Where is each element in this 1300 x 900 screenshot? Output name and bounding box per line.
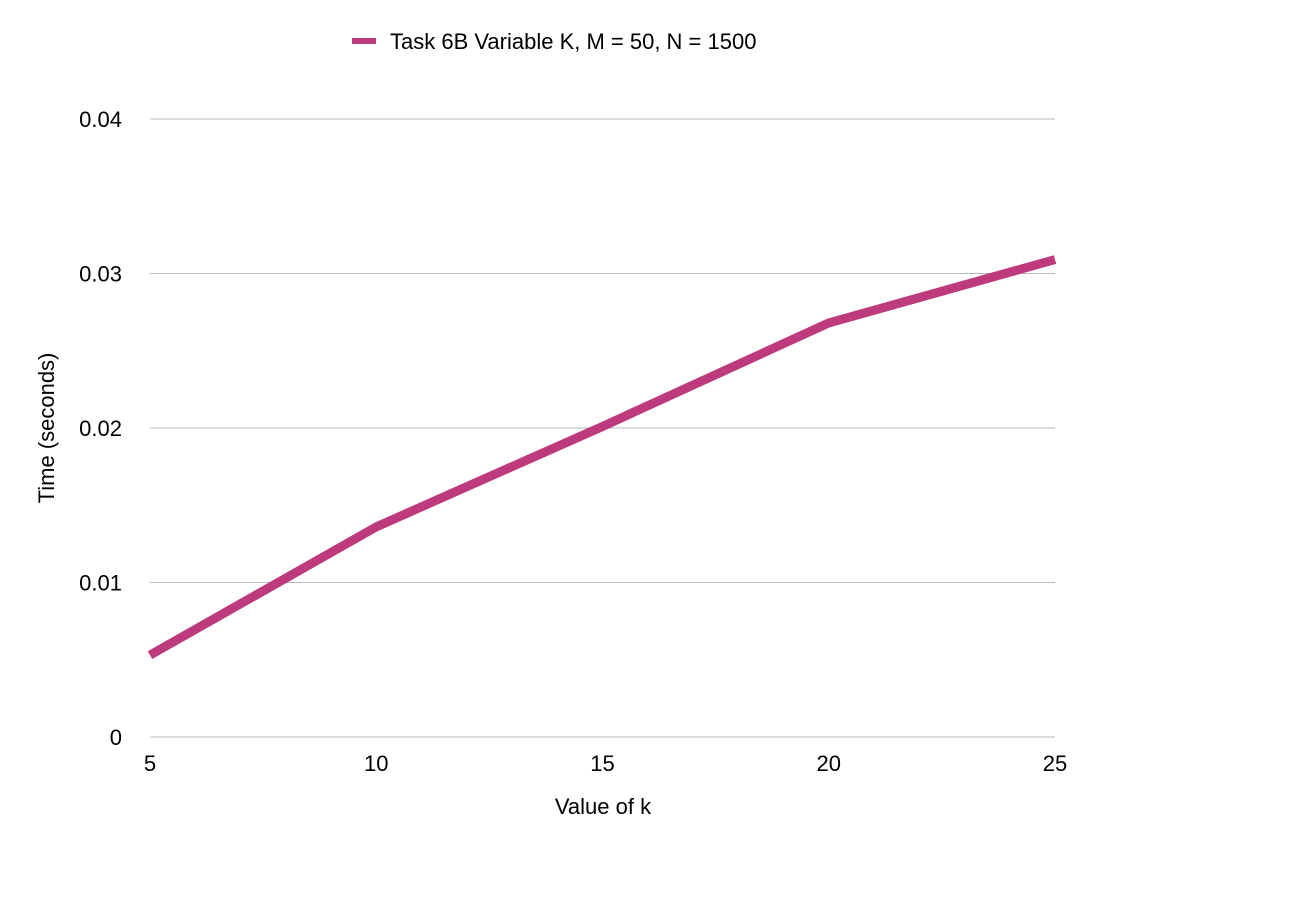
series-group [147, 255, 1057, 660]
x-tick-label: 25 [1043, 751, 1067, 776]
x-tick-label: 15 [590, 751, 614, 776]
y-tick-label: 0.03 [79, 262, 122, 287]
y-tick-label: 0 [110, 725, 122, 750]
y-axis-ticks: 0 0.01 0.02 0.03 0.04 [79, 107, 122, 750]
y-tick-label: 0.02 [79, 416, 122, 441]
x-tick-label: 20 [817, 751, 841, 776]
y-tick-label: 0.04 [79, 107, 122, 132]
legend-label: Task 6B Variable K, M = 50, N = 1500 [390, 29, 756, 54]
gridlines [150, 118, 1055, 738]
y-axis-label: Time (seconds) [34, 353, 59, 504]
legend: Task 6B Variable K, M = 50, N = 1500 [352, 29, 756, 54]
x-axis-ticks: 5 10 15 20 25 [144, 751, 1067, 776]
y-tick-label: 0.01 [79, 571, 122, 596]
x-tick-label: 10 [364, 751, 388, 776]
series-line [147, 255, 1057, 660]
x-tick-label: 5 [144, 751, 156, 776]
x-axis-label: Value of k [555, 794, 652, 819]
